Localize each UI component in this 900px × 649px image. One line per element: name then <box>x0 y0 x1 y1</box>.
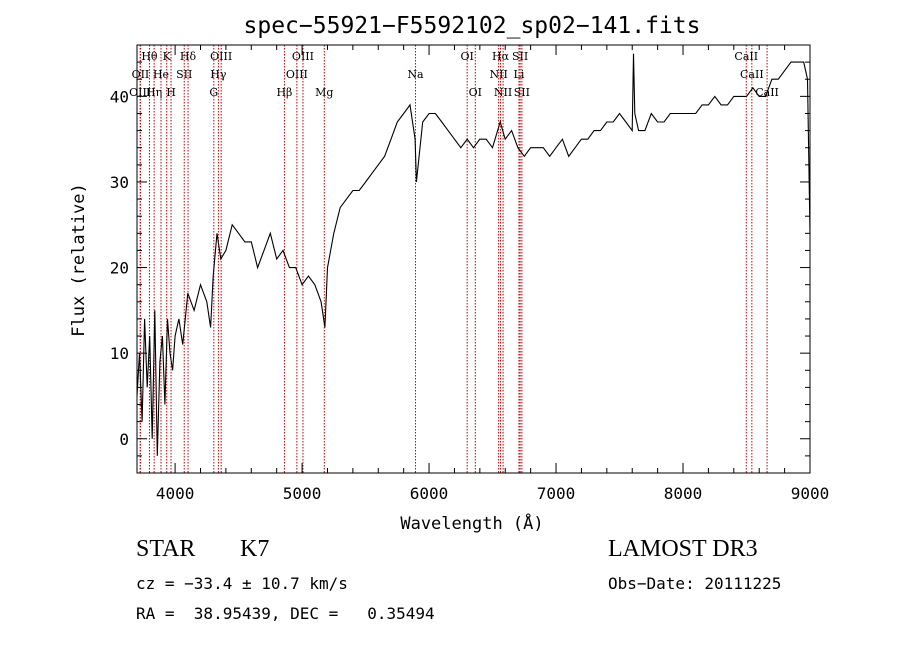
line-marker-label: Hγ <box>210 68 227 81</box>
plot-frame <box>136 44 811 474</box>
line-marker-label: OIII <box>129 86 151 99</box>
object-class: STAR <box>136 536 196 562</box>
chart-title: spec−55921−F5592102_sp02−141.fits <box>244 13 701 39</box>
line-marker-label: Hθ <box>141 50 158 63</box>
y-axis-label: Flux (relative) <box>69 183 89 337</box>
y-axis-ticks: 0 10 20 30 40 <box>110 44 810 474</box>
line-marker-label: He <box>153 68 169 81</box>
line-marker-label: Hδ <box>180 50 197 63</box>
line-marker-label: Hη <box>146 86 162 99</box>
x-tick-label: 6000 <box>410 484 449 503</box>
x-tick-label: 7000 <box>537 484 576 503</box>
y-tick-label: 20 <box>110 259 129 278</box>
line-marker-label: CaII <box>740 68 764 81</box>
line-marker-label: SII <box>514 86 530 99</box>
line-marker-label: OII <box>132 68 150 81</box>
x-tick-label: 9000 <box>791 484 830 503</box>
x-axis-label: Wavelength (Å) <box>400 512 543 534</box>
line-marker-label: Na <box>407 68 424 81</box>
spectrum-series-line <box>136 53 811 456</box>
survey-name: LAMOST DR3 <box>608 536 758 562</box>
line-marker-label: CaII <box>734 50 758 63</box>
line-marker-label: OI <box>460 50 473 63</box>
line-marker-label: OIII <box>286 68 308 81</box>
line-marker-label: K <box>163 50 172 63</box>
line-marker-label: SII <box>512 50 528 63</box>
line-marker-label: OIII <box>292 50 314 63</box>
line-marker-label: OI <box>469 86 482 99</box>
line-marker-label: SII <box>176 68 192 81</box>
line-marker-label: H <box>166 86 176 99</box>
y-tick-label: 0 <box>119 430 129 449</box>
x-tick-label: 8000 <box>664 484 703 503</box>
line-marker-label: NII <box>489 68 507 81</box>
coordinates: RA = 38.95439, DEC = 0.35494 <box>136 604 435 623</box>
spectral-line-markers <box>139 45 768 473</box>
x-axis-ticks: 4000 5000 6000 7000 8000 9000 <box>156 45 829 503</box>
object-subclass: K7 <box>240 536 270 562</box>
observation-date: Obs−Date: 20111225 <box>608 574 782 593</box>
line-marker-label: Hβ <box>276 86 292 99</box>
y-tick-label: 30 <box>110 173 129 192</box>
y-tick-label: 10 <box>110 344 129 363</box>
line-marker-label: Li <box>514 68 525 81</box>
line-marker-label: Hα <box>492 50 510 63</box>
line-marker-label: NII <box>494 86 512 99</box>
line-marker-label: Mg <box>315 86 333 99</box>
redshift-velocity: cz = −33.4 ± 10.7 km/s <box>136 574 348 593</box>
x-tick-label: 5000 <box>283 484 322 503</box>
line-marker-label: G <box>209 86 218 99</box>
x-tick-label: 4000 <box>156 484 195 503</box>
line-marker-label: OIII <box>210 50 232 63</box>
y-tick-label: 40 <box>110 87 129 106</box>
